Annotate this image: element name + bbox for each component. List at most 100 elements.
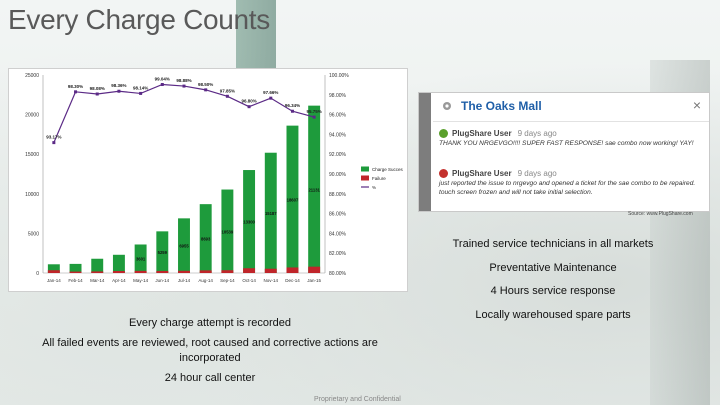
y-right-tick-label: 86.00% <box>329 212 347 218</box>
bullet-item: Every charge attempt is recorded <box>128 317 292 329</box>
point-percent <box>269 96 273 100</box>
bar-charge-success <box>91 258 104 273</box>
point-percent <box>160 83 164 87</box>
legend-label: % <box>372 185 376 190</box>
y-tick-label: 0 <box>36 271 39 277</box>
legend-swatch <box>361 175 369 181</box>
point-percent <box>52 141 56 145</box>
point-percent <box>74 90 78 94</box>
bar-charge-success <box>308 105 321 273</box>
right-bullets: Trained service technicians in all marke… <box>418 238 688 332</box>
point-percent <box>95 92 99 96</box>
bullet-item: Locally warehoused spare parts <box>475 308 631 321</box>
charge-success-chart: 0 5000 10000 15000 20000 25000 80.00% 82.00% 84.… <box>25 73 404 283</box>
bar-charge-success <box>264 152 277 273</box>
bar-charge-success <box>286 125 299 273</box>
bullet-item: Trained service technicians in all marke… <box>452 238 654 250</box>
bar-failure <box>112 271 125 273</box>
y-right-tick-label: 84.00% <box>329 231 347 237</box>
y-tick-label: 5000 <box>28 231 39 237</box>
data-label: 8693 <box>201 237 211 242</box>
bar-failure <box>199 270 212 273</box>
y-right-tick-label: 100.00% <box>329 73 349 79</box>
review-time: 9 days ago <box>517 129 557 138</box>
data-label: 97.66% <box>263 90 278 95</box>
bullet-item: All failed events are reviewed, root cau… <box>42 337 378 364</box>
review-text: just reported the issue to nrgevgo and o… <box>439 180 696 196</box>
bar-failure <box>243 268 256 273</box>
bar-failure <box>286 267 299 273</box>
plugshare-panel: The Oaks Mall × PlugShare User 9 days ag… <box>418 92 710 212</box>
y-right-tick-label: 82.00% <box>329 251 347 257</box>
review-item: PlugShare User 9 days ago THANK YOU NRGE… <box>439 129 703 149</box>
point-percent <box>204 88 208 92</box>
bar-charge-success <box>243 170 256 273</box>
bar-failure <box>91 271 104 273</box>
data-label: 98.14% <box>133 85 148 90</box>
point-percent <box>312 115 316 119</box>
legend-label: Failure <box>372 176 386 181</box>
bullet-item: Preventative Maintenance <box>489 261 617 274</box>
bar-charge-success <box>221 189 234 273</box>
data-label: 18607 <box>287 197 299 202</box>
bullet-item: 24 hour call center <box>164 371 256 384</box>
y-tick-label: 15000 <box>25 152 39 158</box>
bar-failure <box>156 270 169 273</box>
data-label: 99.04% <box>155 77 170 82</box>
bar-failure <box>221 270 234 273</box>
data-label: 6955 <box>179 244 189 249</box>
point-percent <box>247 105 251 109</box>
bar-failure <box>308 266 321 273</box>
x-tick-label: Jun-14 <box>155 278 169 283</box>
data-label: 98.88% <box>176 78 191 83</box>
minus-circle-icon <box>439 169 448 178</box>
point-percent <box>117 89 121 93</box>
data-label: 98.50% <box>198 82 213 87</box>
legend-label: Charge Succes <box>372 167 404 172</box>
bar-charge-success <box>47 264 60 273</box>
data-label: 98.36% <box>111 83 126 88</box>
x-tick-label: May-14 <box>133 278 149 283</box>
y-right-tick-label: 90.00% <box>329 172 347 178</box>
location-title: The Oaks Mall <box>461 99 542 113</box>
check-circle-icon <box>439 129 448 138</box>
bar-failure <box>47 270 60 273</box>
sidebar-strip <box>419 93 431 211</box>
y-tick-label: 25000 <box>25 73 39 79</box>
bar-charge-success <box>134 244 147 273</box>
review-text: THANK YOU NRGEVGO!!!! SUPER FAST RESPONS… <box>439 140 694 147</box>
data-label: 96.34% <box>285 103 300 108</box>
x-tick-label: Aug-14 <box>198 278 213 283</box>
footer: Proprietary and Confidential <box>314 396 401 403</box>
data-label: 5259 <box>158 250 168 255</box>
y-right-tick-label: 88.00% <box>329 192 347 198</box>
bar-failure <box>69 271 82 273</box>
review-user: PlugShare User <box>452 169 512 178</box>
data-label: 95.75% <box>307 109 322 114</box>
point-percent <box>225 94 229 98</box>
data-label: 10539 <box>222 229 234 234</box>
close-icon[interactable]: × <box>692 97 701 113</box>
data-label: 98.30% <box>68 84 83 89</box>
x-tick-label: Mar-14 <box>90 278 105 283</box>
y-tick-label: 10000 <box>25 192 39 198</box>
y-right-tick-label: 98.00% <box>329 93 347 99</box>
x-tick-label: Jul-14 <box>178 278 191 283</box>
bar-failure <box>264 268 277 273</box>
left-bullets: Every charge attempt is recorded All fai… <box>20 316 400 391</box>
x-tick-label: Sep-14 <box>220 278 235 283</box>
x-tick-label: Oct-14 <box>242 278 256 283</box>
bullet-item: 4 Hours service response <box>490 285 616 297</box>
data-label: 93.17% <box>46 135 61 140</box>
x-tick-label: Dec-14 <box>285 278 300 283</box>
bar-charge-success <box>69 263 82 273</box>
bar-charge-success <box>178 218 190 273</box>
slide-title: Every Charge Counts <box>8 4 270 35</box>
x-tick-label: Apr-14 <box>112 278 126 283</box>
location-pin-icon <box>441 100 453 112</box>
review-user: PlugShare User <box>452 129 512 138</box>
plugshare-header <box>433 93 709 122</box>
bar-charge-success <box>112 254 125 273</box>
bar-failure <box>134 270 147 273</box>
point-percent <box>139 91 143 95</box>
